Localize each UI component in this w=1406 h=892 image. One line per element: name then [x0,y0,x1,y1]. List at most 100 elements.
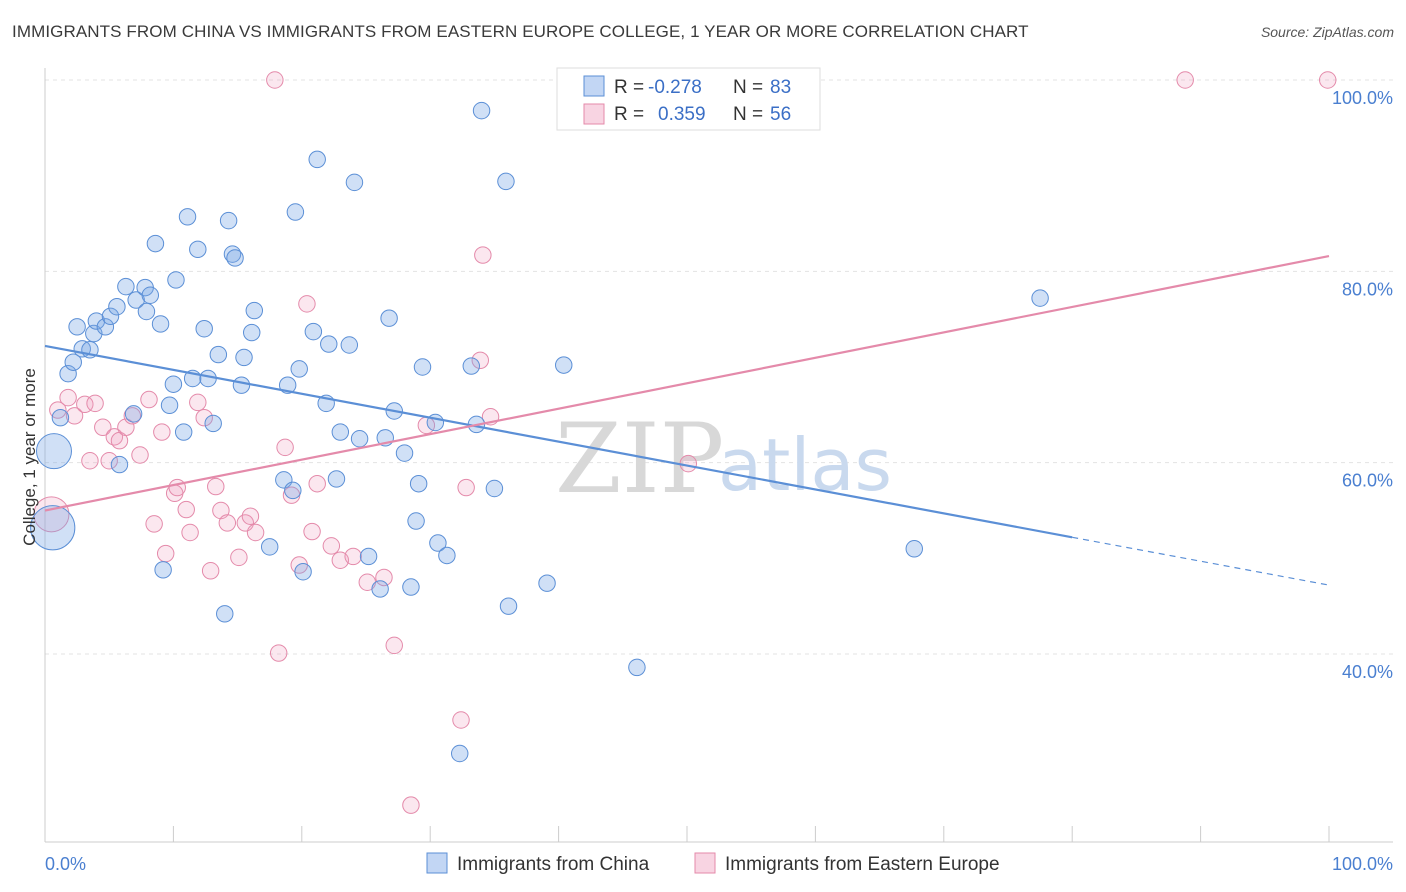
point-eastern-europe [94,418,112,436]
x-tick-label-max: 100.0% [1332,854,1393,874]
point-china [308,150,326,169]
point-china [304,322,323,341]
point-eastern-europe [474,246,492,264]
y-tick-label: 100.0% [1332,88,1393,108]
point-china [497,172,515,191]
x-tick-label-min: 0.0% [45,854,86,874]
y-axis-label: College, 1 year or more [20,368,39,546]
point-china [538,574,556,592]
point-eastern-europe [218,514,237,532]
series-eastern-europe-points [33,71,1337,814]
point-eastern-europe [1176,71,1194,89]
point-china [219,211,238,230]
point-eastern-europe [145,515,163,533]
watermark-zip: ZIP [555,403,724,515]
point-china [409,474,428,493]
point-china [371,580,389,598]
point-eastern-europe [241,507,260,525]
legend-swatch-ee [583,103,605,125]
bottom-legend-label-china: Immigrants from China [457,854,650,875]
point-china [216,605,234,623]
chart-title: IMMIGRANTS FROM CHINA VS IMMIGRANTS FROM… [12,22,1029,41]
point-eastern-europe [385,636,403,655]
legend-n-label-china: N = [733,77,763,98]
point-china [345,173,364,192]
point-china [395,444,414,462]
point-eastern-europe [131,446,149,464]
point-china [174,423,193,441]
point-eastern-europe [308,474,326,493]
point-china [124,405,143,423]
point-china [117,277,135,296]
y-tick-label: 80.0% [1342,279,1393,299]
y-tick-label: 60.0% [1342,471,1393,491]
series-china-points [30,101,1049,763]
legend-r-value-china: -0.278 [648,77,702,98]
point-china [327,470,346,488]
point-eastern-europe [207,477,225,496]
point-china [151,315,170,333]
point-china [209,345,228,364]
point-eastern-europe [201,562,220,580]
legend-swatch-china [583,75,605,97]
point-china [87,312,106,330]
point-china [101,307,120,326]
point-china [154,561,172,579]
point-eastern-europe [402,796,420,814]
point-eastern-europe [168,478,186,497]
point-china [359,547,378,566]
point-china [195,320,213,338]
point-china [30,505,76,551]
point-eastern-europe [457,478,475,497]
point-china [108,298,126,316]
point-eastern-europe [181,523,199,542]
point-eastern-europe [140,390,158,409]
point-eastern-europe [177,500,195,519]
point-china [407,512,425,530]
point-china [350,430,369,448]
bottom-legend-swatch-ee [694,852,716,874]
point-china [451,744,469,763]
point-china [167,271,185,289]
point-eastern-europe [266,71,284,89]
point-china [232,376,251,394]
point-china [331,423,350,441]
point-china [320,335,338,353]
point-china [146,234,165,253]
point-eastern-europe [331,551,350,569]
legend-box [556,67,821,131]
point-eastern-europe [344,547,362,566]
point-china [499,597,518,615]
point-china [110,455,129,474]
point-eastern-europe [117,418,135,436]
point-china [429,534,447,552]
point-china [245,301,264,320]
point-china [290,360,308,378]
point-china [226,249,244,267]
point-eastern-europe [65,407,84,425]
trend-lines [44,254,1330,586]
y-tick-label: 40.0% [1342,662,1393,682]
point-eastern-europe [298,295,316,313]
point-china [555,356,573,374]
point-china [64,353,82,371]
point-china [178,208,197,226]
point-china [260,538,279,556]
point-china [189,240,207,259]
point-china [35,433,72,470]
point-eastern-europe [303,522,321,541]
point-eastern-europe [153,423,171,441]
point-eastern-europe [246,523,265,542]
point-china [164,375,183,393]
watermark-atlas: atlas [718,423,892,507]
point-eastern-europe [230,548,248,567]
point-china [340,336,359,354]
legend-n-label-ee: N = [733,104,763,125]
point-china [96,318,115,336]
point-china [628,658,646,677]
watermark: ZIP atlas [555,403,892,515]
point-china [472,101,491,120]
point-china [141,286,160,304]
point-china [402,578,420,596]
point-eastern-europe [59,388,77,407]
